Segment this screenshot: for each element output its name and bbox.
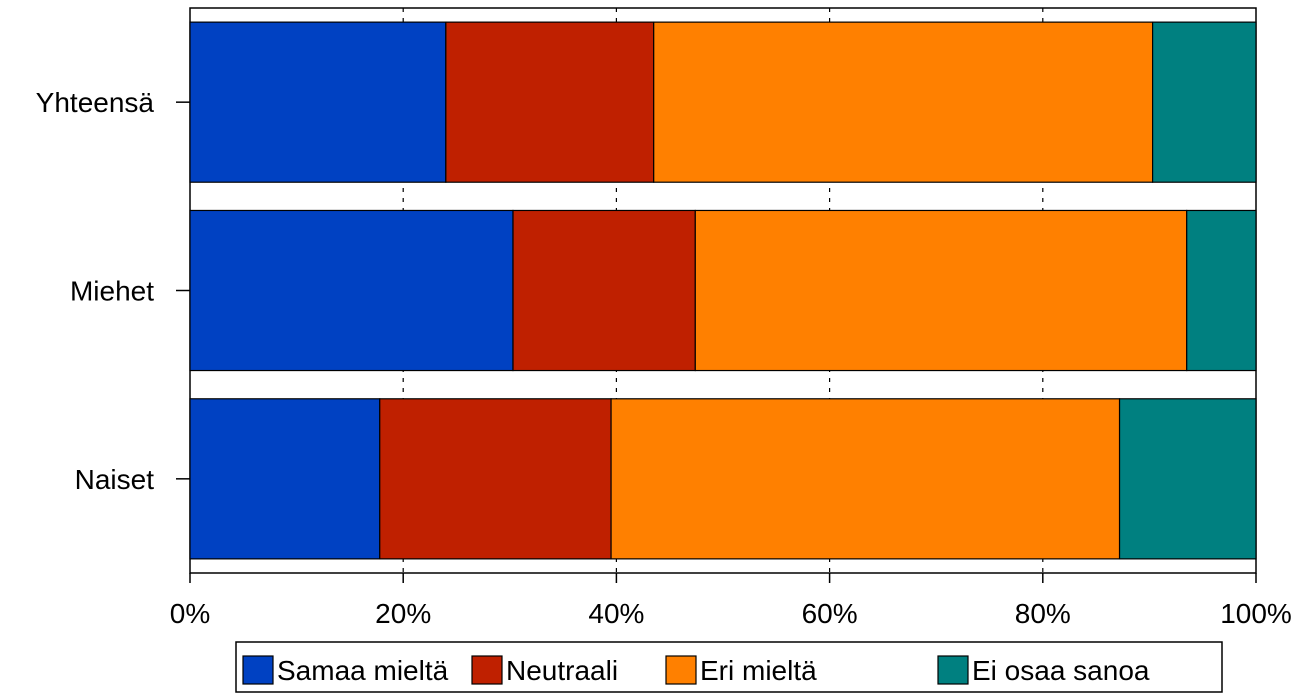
bar-segment bbox=[653, 21, 1154, 183]
bar-segment bbox=[1151, 21, 1257, 183]
bar-segment bbox=[1186, 209, 1257, 372]
legend-label: Ei osaa sanoa bbox=[972, 655, 1150, 686]
legend-swatch bbox=[471, 655, 503, 685]
x-tick-label: 80% bbox=[1015, 598, 1071, 629]
legend: Samaa mieltä Neutraali Eri mieltä Ei osaa s… bbox=[235, 641, 1223, 693]
legend-label: Samaa mieltä bbox=[277, 655, 449, 686]
bar-segment bbox=[189, 209, 514, 372]
legend-swatch bbox=[242, 655, 274, 685]
bar-segment bbox=[694, 209, 1188, 372]
bar-segment bbox=[512, 209, 696, 372]
bar-segment bbox=[379, 398, 612, 560]
y-tick-label: Yhteensä bbox=[36, 87, 155, 118]
legend-swatch bbox=[937, 655, 969, 685]
legend-label: Neutraali bbox=[506, 655, 618, 686]
x-tick-label: 0% bbox=[170, 598, 210, 629]
x-tick-label: 40% bbox=[588, 598, 644, 629]
bar-segment bbox=[1118, 398, 1257, 560]
y-tick-label: Naiset bbox=[75, 464, 155, 495]
bar-segment bbox=[610, 398, 1121, 560]
bar-segment bbox=[445, 21, 655, 183]
legend-swatch bbox=[665, 655, 697, 685]
bar-segment bbox=[189, 21, 447, 183]
x-tick-label: 100% bbox=[1220, 598, 1292, 629]
y-tick-label: Miehet bbox=[70, 276, 154, 307]
axes: Yhteensä Miehet Naiset 0% 20% 40% 60% 80% 100% bbox=[36, 87, 1292, 629]
legend-label: Eri mieltä bbox=[700, 655, 817, 686]
bar-segment bbox=[189, 398, 381, 560]
legend-box bbox=[235, 641, 1223, 693]
x-tick-label: 20% bbox=[375, 598, 431, 629]
bars bbox=[189, 21, 1257, 560]
x-tick-label: 60% bbox=[802, 598, 858, 629]
